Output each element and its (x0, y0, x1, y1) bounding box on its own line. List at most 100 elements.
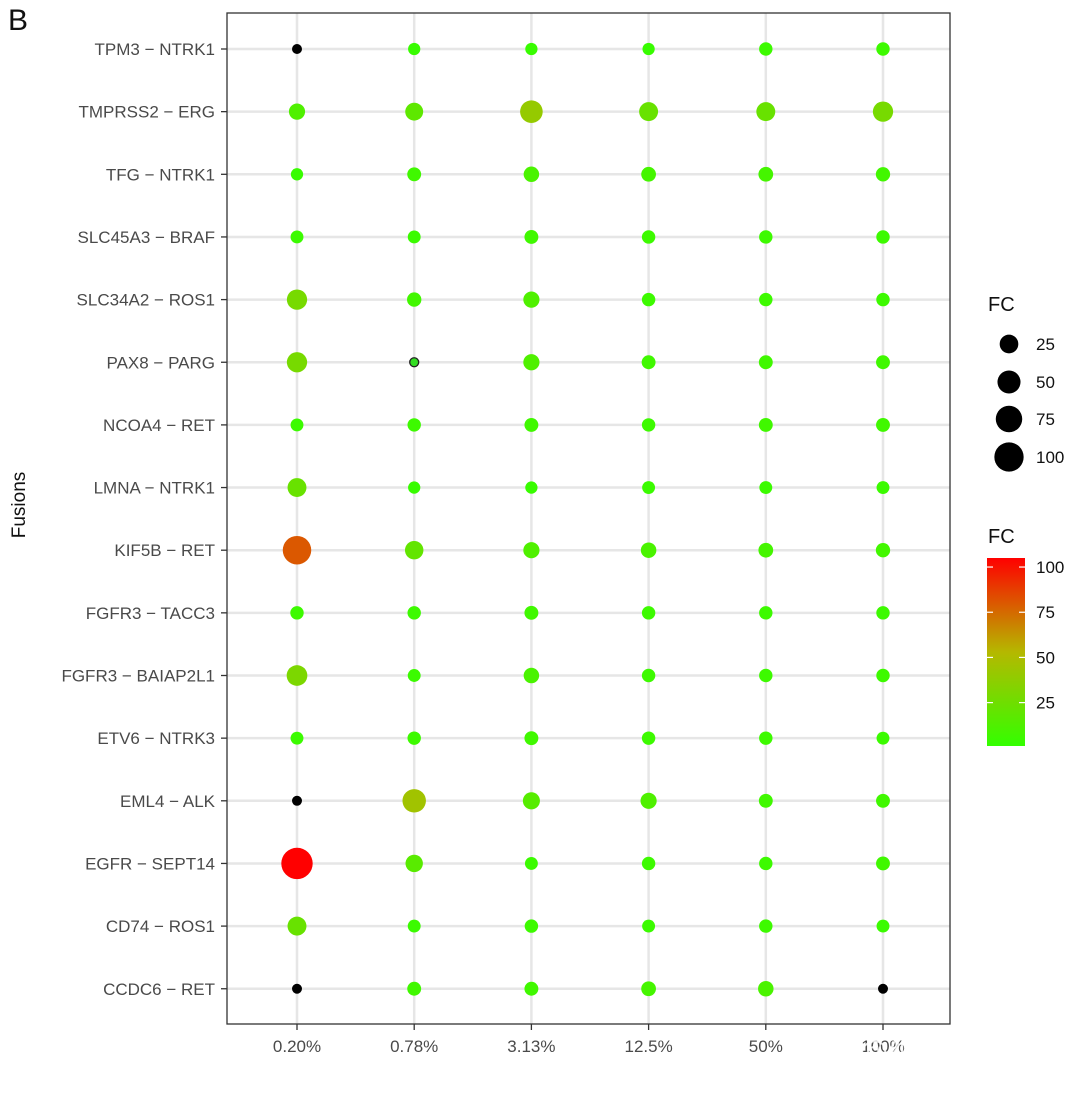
y-axis: TPM3 − NTRK1 TMPRSS2 − ERG TFG − NTRK1 SLC4… (61, 40, 227, 999)
data-point (524, 981, 539, 996)
data-point (872, 101, 894, 122)
data-points (281, 42, 894, 997)
data-point (876, 481, 890, 494)
data-point (642, 42, 655, 56)
data-point (286, 352, 308, 373)
size-legend-key (997, 370, 1021, 394)
data-point (405, 102, 424, 121)
data-point-na (292, 795, 302, 806)
y-tick-label: FGFR3 − TACC3 (86, 604, 215, 623)
data-point (407, 230, 421, 244)
data-point (759, 856, 773, 871)
color-legend-label: 100 (1036, 558, 1064, 577)
data-point (404, 540, 424, 560)
size-legend-key (999, 334, 1019, 354)
data-point (641, 166, 656, 182)
data-point (524, 857, 538, 870)
data-point (876, 856, 890, 871)
data-point (758, 542, 774, 558)
data-point (290, 731, 304, 745)
data-point (876, 606, 890, 620)
x-tick-label: 100% (861, 1037, 904, 1056)
size-legend-title: FC (988, 294, 1015, 316)
data-point (640, 542, 657, 558)
data-point (876, 668, 890, 683)
size-legend-label: 50 (1036, 373, 1055, 392)
data-point (641, 355, 656, 370)
size-legend-label: 75 (1036, 410, 1055, 429)
data-point (407, 669, 421, 682)
data-point (758, 355, 773, 370)
data-point (759, 481, 773, 494)
data-point (408, 42, 421, 56)
y-tick-label: EGFR − SEPT14 (85, 854, 215, 873)
data-point (759, 919, 773, 933)
data-point-na (292, 44, 302, 54)
data-point (522, 792, 540, 810)
data-point (759, 42, 773, 56)
plot-frame (226, 12, 951, 1025)
data-point (641, 418, 656, 432)
y-tick-label: KIF5B − RET (114, 541, 215, 560)
data-point (641, 731, 656, 745)
data-point (524, 230, 539, 244)
x-tick-label: 0.20% (273, 1037, 321, 1056)
data-point (641, 668, 656, 683)
color-legend-title: FC (988, 526, 1015, 548)
data-point (525, 42, 538, 56)
data-point (407, 731, 421, 745)
y-tick-label: TPM3 − NTRK1 (95, 40, 215, 59)
data-point (524, 919, 539, 933)
y-tick-label: CD74 − ROS1 (106, 917, 215, 936)
data-point (523, 166, 540, 183)
data-point (405, 854, 423, 873)
data-point (524, 417, 539, 432)
data-point (524, 605, 539, 620)
y-tick-label: FGFR3 − BAIAP2L1 (61, 667, 215, 686)
data-point (288, 103, 306, 120)
grid-lines (227, 13, 950, 1024)
data-point (290, 230, 304, 244)
data-point (641, 230, 656, 244)
y-axis-title: Fusions (9, 472, 30, 539)
size-legend: FC 25 50 75 100 (988, 294, 1064, 472)
data-point (407, 292, 422, 307)
color-bar (987, 558, 1025, 746)
watermark: 知乎 @纳昂达科技 (790, 1036, 1039, 1069)
x-tick-label: 3.13% (507, 1037, 555, 1056)
data-point (759, 731, 773, 745)
data-point (407, 418, 421, 432)
data-point (520, 100, 543, 123)
color-legend-label: 50 (1036, 648, 1055, 667)
data-point (407, 167, 422, 182)
data-point (525, 481, 538, 494)
data-point (639, 102, 659, 122)
data-point (407, 919, 421, 933)
data-point (407, 981, 422, 996)
data-point (876, 731, 890, 745)
y-tick-label: ETV6 − NTRK3 (97, 729, 215, 748)
data-point (876, 292, 890, 307)
color-legend-label: 75 (1036, 603, 1055, 622)
data-point (759, 668, 773, 683)
data-point (876, 42, 890, 56)
size-legend-key (995, 405, 1023, 433)
data-point (287, 478, 307, 498)
data-point (758, 166, 774, 182)
data-point (875, 167, 891, 182)
data-point-na (292, 983, 302, 994)
data-point-na (409, 357, 420, 368)
y-tick-label: PAX8 − PARG (107, 353, 216, 372)
data-point (759, 292, 773, 307)
data-point (758, 793, 773, 808)
data-point (876, 793, 890, 808)
data-point (402, 789, 426, 813)
data-point (286, 665, 308, 686)
x-tick-label: 50% (749, 1037, 783, 1056)
y-tick-label: SLC45A3 − BRAF (78, 228, 216, 247)
color-legend: FC 100 75 50 25 (987, 526, 1064, 746)
data-point (281, 847, 313, 880)
data-point (756, 102, 776, 122)
color-legend-label: 25 (1036, 694, 1055, 713)
